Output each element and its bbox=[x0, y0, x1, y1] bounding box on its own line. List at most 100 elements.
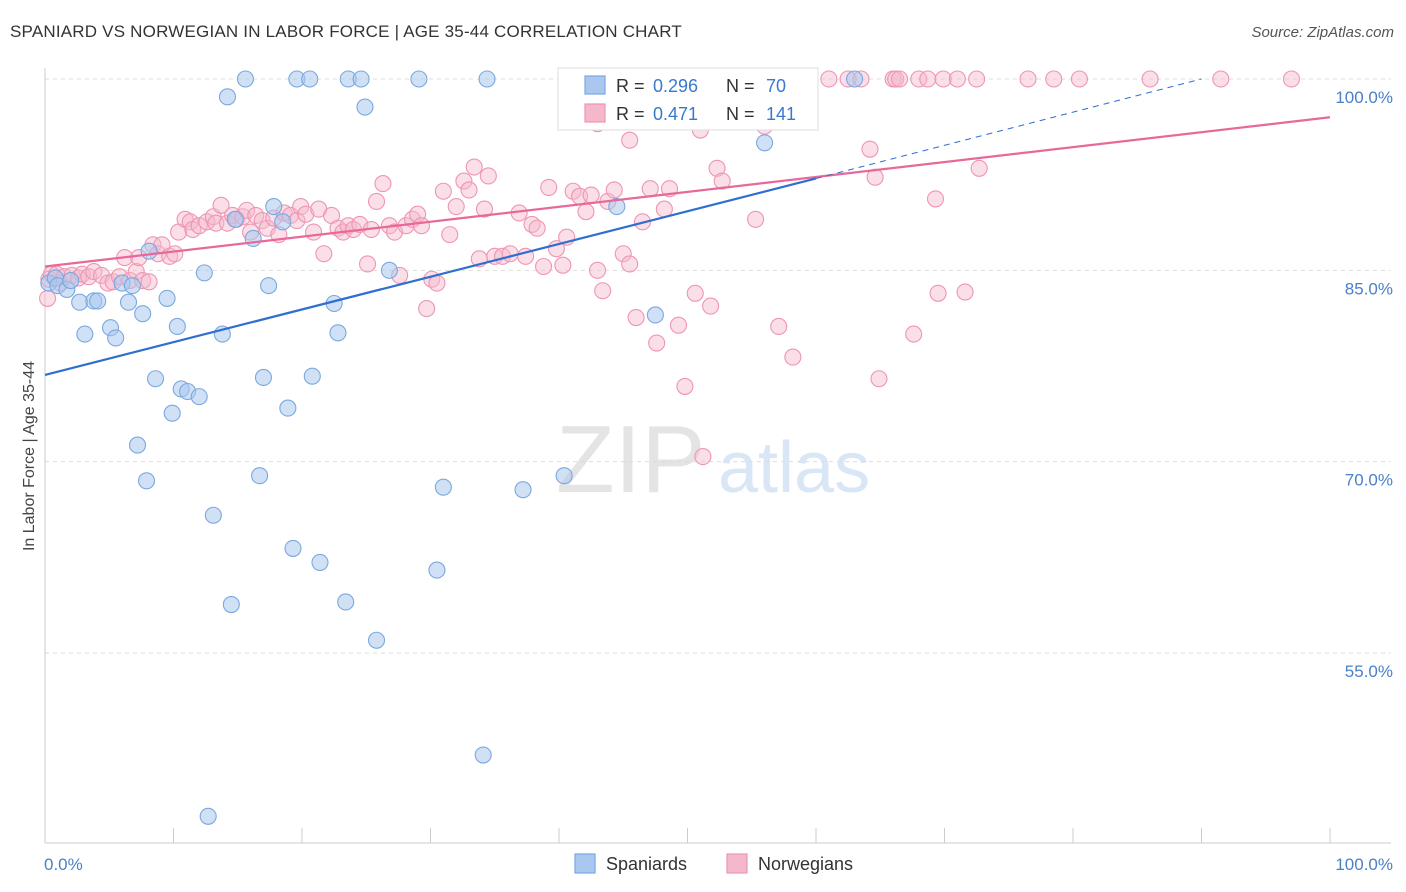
norwegians-point-20 bbox=[140, 273, 158, 291]
norwegians-point-123 bbox=[820, 70, 838, 88]
norwegians-point-104 bbox=[621, 255, 639, 273]
y-axis-label: In Labor Force | Age 35-44 bbox=[21, 361, 38, 551]
norwegians-swatch bbox=[584, 103, 606, 123]
spaniards-point-64 bbox=[756, 134, 774, 152]
norwegians-point-97 bbox=[577, 203, 595, 221]
spaniards-point-34 bbox=[265, 198, 283, 216]
spaniards-trend-line bbox=[44, 177, 817, 376]
norwegians-trend-line bbox=[44, 116, 1331, 268]
norwegians-point-112 bbox=[676, 377, 694, 395]
spaniards-point-11 bbox=[119, 293, 138, 311]
spaniards-point-40 bbox=[303, 367, 321, 385]
axis-layer bbox=[44, 68, 1391, 844]
norwegians-point-50 bbox=[297, 205, 315, 223]
spaniards-point-15 bbox=[140, 242, 158, 260]
norwegians-point-115 bbox=[702, 297, 720, 315]
spaniards-point-9 bbox=[107, 329, 125, 347]
stats-legend: R = 0.296 N = 70 R = 0.471 N = 141 bbox=[557, 67, 819, 131]
norwegians-point-145 bbox=[1141, 70, 1159, 88]
spaniards-r-value: 0.296 bbox=[653, 76, 698, 96]
norwegians-point-137 bbox=[934, 70, 952, 88]
norwegians-point-139 bbox=[956, 283, 974, 301]
norwegians-point-76 bbox=[447, 198, 465, 216]
norwegians-point-10 bbox=[85, 263, 103, 281]
norwegians-point-25 bbox=[166, 245, 184, 263]
watermark-zip: ZIP bbox=[556, 406, 705, 513]
spaniards-point-35 bbox=[274, 213, 292, 231]
spaniards-point-52 bbox=[434, 478, 452, 496]
spaniards-point-66 bbox=[199, 807, 217, 825]
spaniards-point-51 bbox=[428, 561, 446, 579]
y-tick-label-0: 100.0% bbox=[1335, 88, 1393, 107]
norwegians-point-107 bbox=[641, 180, 659, 198]
spaniards-n-value: 70 bbox=[766, 76, 786, 96]
spaniards-point-56 bbox=[555, 467, 573, 485]
legend-norwegians-swatch bbox=[726, 853, 748, 874]
spaniards-point-41 bbox=[311, 553, 329, 571]
spaniards-point-44 bbox=[337, 593, 355, 611]
legend-spaniards-swatch bbox=[574, 853, 596, 874]
norwegians-point-111 bbox=[669, 316, 688, 334]
norwegians-point-150 bbox=[621, 131, 639, 149]
norwegians-point-99 bbox=[588, 261, 607, 279]
trend-layer bbox=[44, 78, 1331, 376]
norwegians-point-82 bbox=[479, 167, 497, 185]
spaniards-point-53 bbox=[474, 746, 492, 764]
spaniards-point-17 bbox=[158, 289, 176, 307]
norwegians-point-146 bbox=[1212, 70, 1230, 88]
norwegians-point-113 bbox=[686, 284, 704, 302]
watermark: ZIP atlas bbox=[556, 406, 870, 513]
norwegians-point-85 bbox=[501, 245, 519, 263]
norwegians-point-81 bbox=[475, 200, 494, 218]
norwegians-point-51 bbox=[305, 223, 323, 241]
spaniards-point-13 bbox=[134, 305, 152, 323]
spaniards-point-24 bbox=[204, 506, 222, 524]
norwegians-point-39 bbox=[238, 201, 256, 219]
norwegians-point-60 bbox=[358, 255, 377, 273]
spaniards-point-16 bbox=[146, 370, 165, 388]
norwegians-point-131 bbox=[890, 70, 909, 88]
norwegians-r-label: R = bbox=[616, 104, 645, 124]
norwegians-point-143 bbox=[1045, 70, 1063, 88]
spaniards-point-32 bbox=[254, 368, 273, 387]
spaniards-point-22 bbox=[190, 388, 208, 406]
spaniards-point-37 bbox=[284, 539, 302, 557]
norwegians-point-62 bbox=[367, 192, 386, 211]
spaniards-point-12 bbox=[128, 436, 147, 454]
norwegians-point-126 bbox=[861, 140, 879, 158]
norwegians-point-93 bbox=[554, 256, 572, 274]
norwegians-point-79 bbox=[465, 158, 483, 176]
spaniards-point-49 bbox=[380, 261, 398, 279]
norwegians-point-138 bbox=[948, 70, 966, 88]
spaniards-point-43 bbox=[329, 324, 347, 342]
spaniards-point-39 bbox=[301, 70, 319, 88]
y-tick-labels: 100.0% 85.0% 70.0% 55.0% bbox=[1335, 88, 1393, 681]
norwegians-point-30 bbox=[190, 217, 208, 235]
watermark-atlas: atlas bbox=[718, 428, 870, 508]
y-tick-label-1: 85.0% bbox=[1345, 279, 1393, 298]
norwegians-point-114 bbox=[694, 448, 712, 466]
norwegians-point-90 bbox=[535, 257, 553, 276]
norwegians-point-128 bbox=[870, 370, 888, 388]
spaniards-point-67 bbox=[845, 70, 864, 88]
x-tick-label-min: 0.0% bbox=[44, 855, 83, 874]
spaniards-n-label: N = bbox=[726, 76, 755, 96]
norwegians-point-140 bbox=[968, 70, 986, 88]
norwegians-point-135 bbox=[926, 190, 945, 208]
legend-norwegians-label: Norwegians bbox=[758, 854, 853, 874]
y-tick-label-2: 70.0% bbox=[1345, 471, 1393, 490]
spaniards-point-50 bbox=[410, 70, 428, 88]
spaniards-point-31 bbox=[251, 467, 269, 485]
spaniards-point-47 bbox=[356, 98, 374, 116]
norwegians-point-105 bbox=[627, 308, 645, 327]
norwegians-point-147 bbox=[1282, 70, 1300, 88]
spaniards-point-5 bbox=[76, 325, 94, 343]
norwegians-point-134 bbox=[919, 70, 937, 88]
norwegians-point-121 bbox=[770, 317, 788, 336]
spaniards-point-4 bbox=[71, 293, 89, 311]
norwegians-point-71 bbox=[418, 300, 436, 318]
norwegians-point-142 bbox=[1019, 70, 1037, 88]
norwegians-point-130 bbox=[887, 70, 905, 88]
spaniards-point-33 bbox=[260, 277, 278, 295]
